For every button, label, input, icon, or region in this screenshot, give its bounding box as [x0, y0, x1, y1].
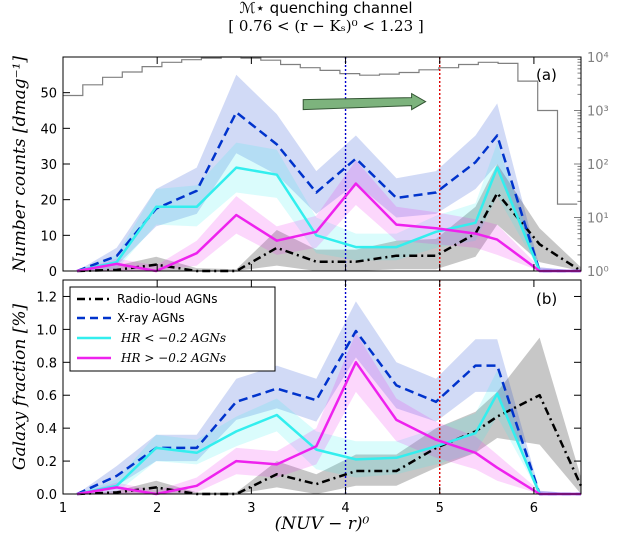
line-radio-loud-agns-a — [77, 191, 582, 273]
y2-tick-label-0: 10⁰ — [587, 265, 609, 280]
panel-a-ylabel: Number counts [dmag⁻¹] — [10, 56, 30, 273]
y-tick-label-b: 0.6 — [36, 389, 57, 404]
y-tick-label-b: 1.0 — [36, 323, 57, 338]
y2-tick-label-2: 10² — [587, 158, 609, 173]
y-tick-label-b: 0.0 — [36, 488, 57, 503]
panel-b-lines — [76, 329, 583, 496]
panel-b: 0.0 0.2 0.4 0.6 0.8 1.0 1.2 (b) Galaxy fractio… — [10, 279, 583, 503]
figure-title: ℳ⋆ quenching channel — [239, 0, 412, 17]
x-tick-label-2: 2 — [153, 501, 161, 516]
panel-a-arrow — [302, 92, 427, 111]
band-hr-0-2-agns-a — [77, 142, 581, 271]
panel-a-lines — [76, 111, 582, 273]
band-hr-0-2-agns-b — [77, 332, 581, 494]
panel-a-label: (a) — [536, 66, 557, 84]
x-tick-label-4: 4 — [341, 501, 349, 516]
histogram-all-galaxies — [63, 56, 578, 205]
legend-label-hr-high: HR > −0.2 AGNs — [120, 351, 226, 365]
x-tick-label-1: 1 — [59, 501, 67, 516]
panel-b-bands — [77, 301, 581, 494]
x-tick-labels: 1 2 3 4 5 6 — [59, 501, 538, 516]
line-hr-0-2-agns-b — [76, 392, 581, 496]
line-hr-0-2-agns-b — [76, 361, 581, 496]
figure-subtitle: [ 0.76 < (r − Kₛ)⁰ < 1.23 ] — [228, 17, 424, 35]
y-tick-label-a: 20 — [40, 194, 57, 209]
y-tick-label-a: 10 — [40, 229, 57, 244]
y-tick-label-a: 40 — [40, 122, 57, 137]
legend-label-radio-loud: Radio-loud AGNs — [117, 292, 218, 306]
x-tick-label-6: 6 — [530, 501, 538, 516]
panel-a-histogram — [63, 56, 578, 205]
legend-label-hr-low: HR < −0.2 AGNs — [120, 331, 226, 345]
line-radio-loud-agns-b — [77, 393, 583, 496]
y-tick-label-b: 0.4 — [36, 422, 57, 437]
y-tick-label-a: 30 — [40, 158, 57, 173]
line-x-ray-agns-a — [76, 111, 581, 273]
band-x-ray-agns-a — [77, 74, 581, 271]
panel-b-ylabel: Galaxy fraction [%] — [10, 304, 30, 471]
band-radio-loud-agns-b — [77, 337, 581, 494]
legend-label-xray: X-ray AGNs — [117, 311, 185, 325]
x-tick-label-3: 3 — [247, 501, 255, 516]
band-x-ray-agns-b — [77, 301, 581, 494]
direction-arrow — [302, 92, 427, 111]
line-hr-0-2-agns-a — [76, 166, 581, 273]
y-tick-label-a: 0 — [49, 265, 57, 280]
y2-tick-label-3: 10³ — [587, 105, 609, 120]
y2-tick-label-4: 10⁴ — [587, 51, 609, 66]
x-axis-label: (NUV − r)⁰ — [275, 514, 370, 534]
line-hr-0-2-agns-a — [76, 182, 581, 273]
panel-a: 10⁰ 10¹ 10² 10³ 10⁴ 0 10 20 30 40 50 (a) Number co… — [10, 51, 609, 280]
panel-a-background — [63, 57, 581, 271]
legend: Radio-loud AGNs X-ray AGNs HR < −0.2 AGN… — [69, 286, 276, 372]
y-tick-label-b: 0.2 — [36, 455, 57, 470]
panel-a-frame — [62, 56, 582, 272]
x-tick-label-5: 5 — [436, 501, 444, 516]
y-tick-label-b: 1.2 — [36, 290, 57, 305]
y2-tick-label-1: 10¹ — [587, 212, 609, 227]
y-tick-label-a: 50 — [40, 87, 57, 102]
panel-a-ticks: 10⁰ 10¹ 10² 10³ 10⁴ 0 10 20 30 40 50 — [40, 51, 608, 280]
panel-b-label: (b) — [536, 290, 557, 308]
band-hr-0-2-agns-b — [77, 370, 581, 494]
y-tick-label-b: 0.8 — [36, 356, 57, 371]
panel-b-frame — [62, 279, 582, 495]
